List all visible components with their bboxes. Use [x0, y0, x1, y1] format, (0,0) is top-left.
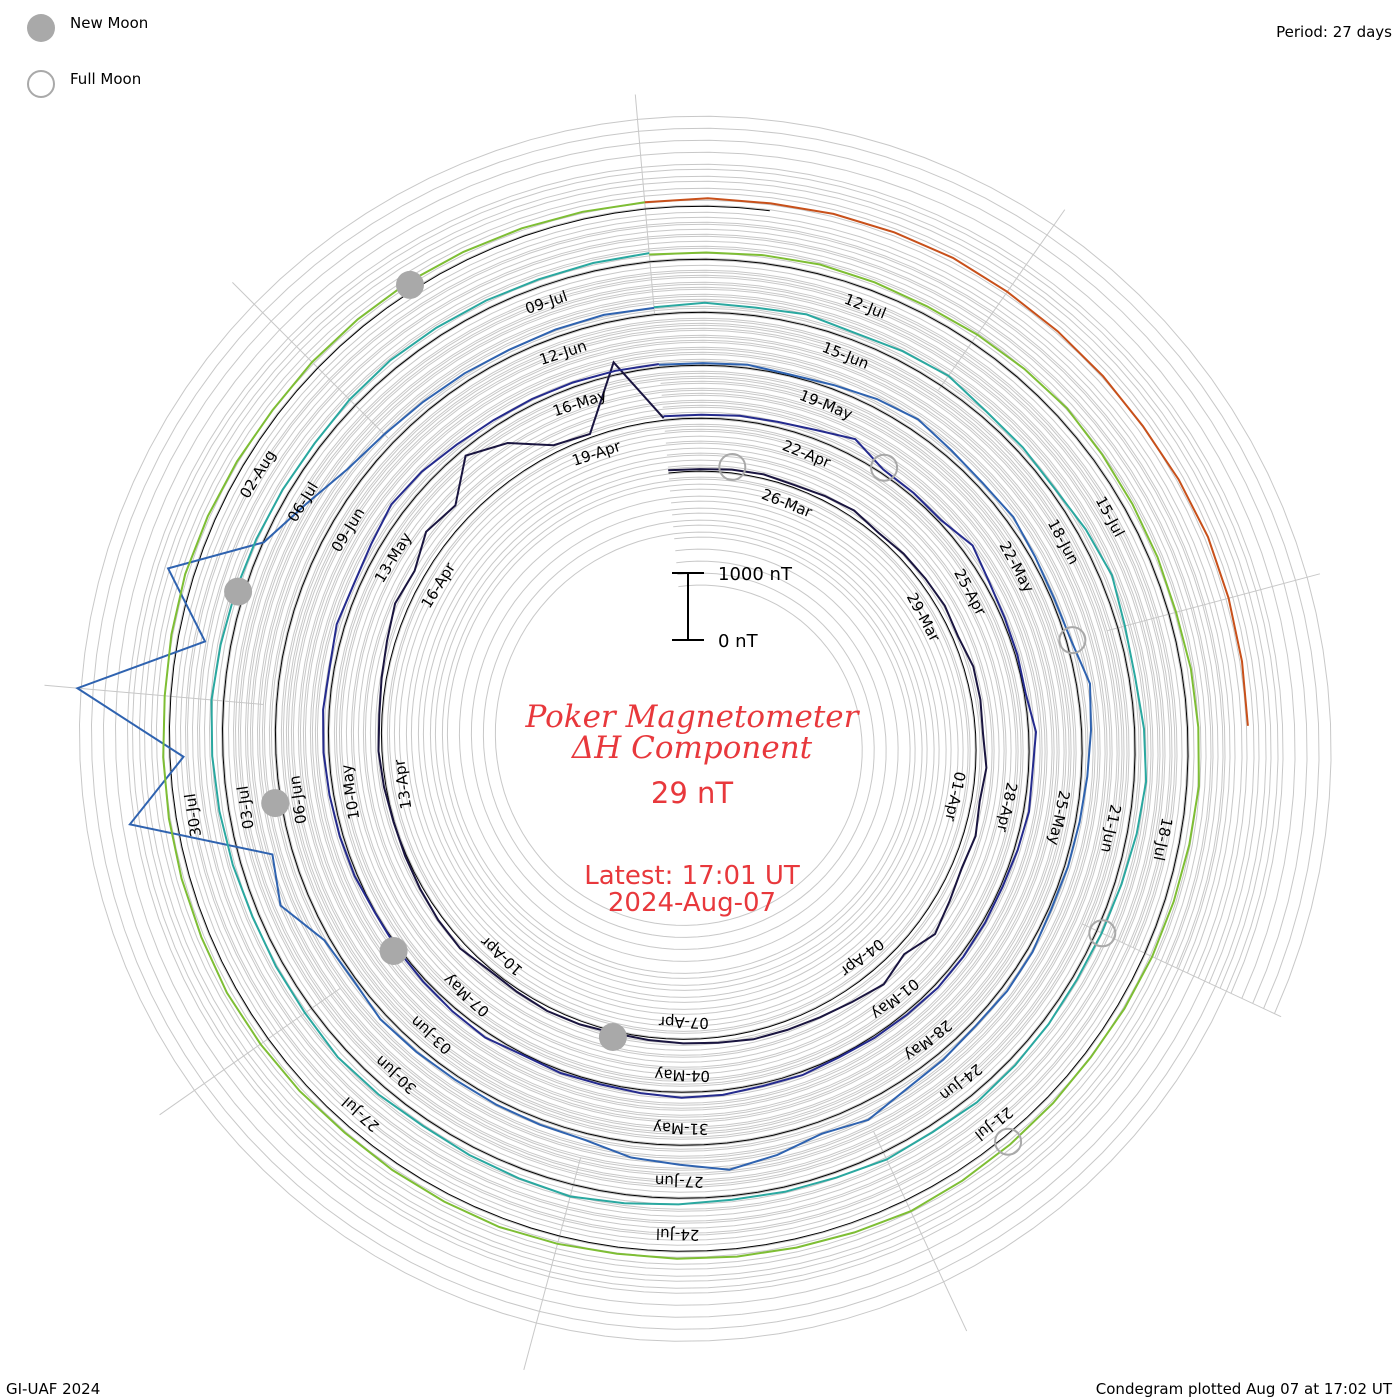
date-label: 24-Jul: [656, 1225, 700, 1244]
full-moon-marker: [1088, 919, 1117, 948]
new-moon-marker: [598, 1023, 627, 1051]
new-moon-marker: [396, 270, 424, 299]
new-moon-marker: [261, 789, 290, 818]
date-label: 04-Apr: [836, 935, 887, 981]
date-label: 21-Jun: [1097, 803, 1125, 854]
period-label: Period: 27 days: [1276, 23, 1392, 41]
date-label: 09-Jun: [328, 504, 369, 555]
series-line: [644, 197, 1249, 726]
new-moon-legend-swatch: [27, 14, 55, 42]
series-line: [377, 360, 988, 1045]
grid-ring: [282, 319, 1128, 1138]
full-moon-marker: [718, 453, 747, 481]
grid-ring: [246, 283, 1164, 1174]
scale-bar: 1000 nT 0 nT: [672, 564, 793, 652]
date-label: 25-Apr: [950, 566, 990, 619]
date-label: 19-May: [797, 386, 855, 423]
radial-spoke: [523, 1157, 582, 1371]
chart-subtitle: ΔH Component: [571, 730, 813, 766]
grid-ring: [258, 295, 1152, 1162]
date-label: 18-Jul: [1150, 816, 1176, 862]
full-moon-legend-swatch: [27, 70, 55, 98]
chart-title: Poker Magnetometer: [525, 699, 861, 735]
latest-date: 2024-Aug-07: [608, 888, 776, 918]
scale-top-label: 1000 nT: [718, 564, 793, 585]
series-line: [210, 252, 1148, 1206]
date-label: 10-May: [337, 763, 363, 821]
series-layer: [75, 197, 1249, 1260]
date-label: 28-Apr: [993, 781, 1021, 835]
full-moon-marker: [994, 1127, 1023, 1156]
series-line: [162, 201, 1200, 1260]
baseline-spiral: [168, 205, 1189, 1252]
scale-bottom-label: 0 nT: [718, 631, 759, 652]
current-value: 29 nT: [651, 776, 733, 810]
date-label: 01-Apr: [941, 770, 969, 824]
radial-spoke: [44, 684, 264, 705]
credit-label: GI-UAF 2024: [6, 1380, 101, 1398]
full-moon-marker: [870, 453, 899, 482]
radial-spoke: [938, 209, 1066, 391]
radial-spoke: [873, 1131, 968, 1332]
spokes-layer: [44, 94, 1321, 1371]
date-label: 04-May: [654, 1065, 710, 1085]
new-moon-marker: [379, 937, 408, 965]
date-label: 13-Apr: [390, 757, 415, 810]
plotted-timestamp: Condegram plotted Aug 07 at 17:02 UT: [1095, 1380, 1392, 1398]
full-moon-marker: [1058, 626, 1087, 655]
date-label: 31-May: [653, 1118, 709, 1138]
radial-spoke: [634, 94, 655, 314]
radial-spoke: [1107, 573, 1321, 632]
new-moon-legend-label: New Moon: [70, 14, 149, 32]
latest-time: Latest: 17:01 UT: [584, 861, 800, 891]
radial-spoke: [232, 282, 389, 439]
date-label: 27-Jun: [655, 1172, 704, 1191]
baseline-layer: [168, 205, 1189, 1252]
radial-spoke: [159, 988, 341, 1116]
date-label: 07-Apr: [658, 1013, 709, 1033]
date-label: 26-Mar: [759, 485, 815, 522]
series-line: [322, 363, 1038, 1099]
new-moon-marker: [224, 577, 253, 606]
center-text: Poker Magnetometer ΔH Component 29 nT La…: [525, 699, 861, 918]
series-line: [75, 306, 1093, 1171]
date-label: 10-Apr: [476, 932, 526, 979]
moon-layer: [224, 270, 1117, 1156]
full-moon-legend-label: Full Moon: [70, 70, 142, 88]
